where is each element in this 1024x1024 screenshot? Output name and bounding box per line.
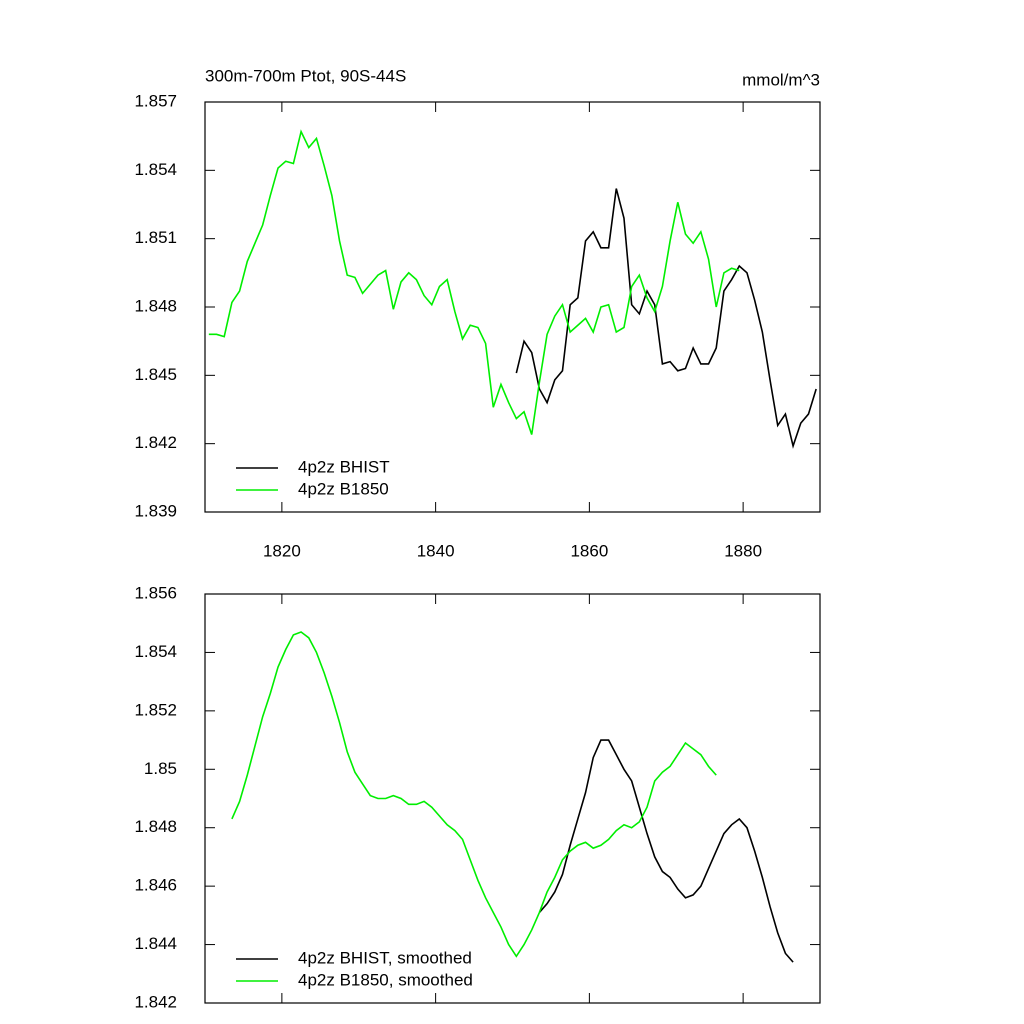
- y-tick-label: 1.85: [144, 759, 177, 778]
- series-line: [231, 631, 717, 958]
- x-tick-label: 1820: [263, 541, 301, 560]
- y-tick-label: 1.856: [134, 583, 177, 602]
- y-tick-label: 1.846: [134, 876, 177, 895]
- x-tick-label: 1860: [570, 541, 608, 560]
- series-line: [208, 129, 740, 435]
- legend-label: 4p2z BHIST: [298, 457, 390, 476]
- x-tick-label: 1840: [417, 541, 455, 560]
- y-tick-label: 1.848: [134, 817, 177, 836]
- title-right: mmol/m^3: [742, 70, 820, 89]
- y-tick-label: 1.845: [134, 365, 177, 384]
- series-line: [515, 188, 817, 449]
- legend-label: 4p2z B1850, smoothed: [298, 970, 473, 989]
- plot-frame: [204, 101, 821, 513]
- plot-frame: [204, 593, 821, 1004]
- y-tick-label: 1.852: [134, 700, 177, 719]
- title-left: 300m-700m Ptot, 90S-44S: [205, 66, 406, 85]
- y-tick-label: 1.842: [134, 433, 177, 452]
- y-tick-label: 1.857: [134, 91, 177, 110]
- series-line: [538, 739, 794, 963]
- y-tick-label: 1.851: [134, 228, 177, 247]
- y-tick-label: 1.854: [134, 160, 177, 179]
- x-tick-label: 1880: [724, 541, 762, 560]
- y-tick-label: 1.854: [134, 642, 177, 661]
- legend-label: 4p2z BHIST, smoothed: [298, 948, 472, 967]
- y-tick-label: 1.842: [134, 992, 177, 1011]
- y-tick-label: 1.848: [134, 296, 177, 315]
- legend-label: 4p2z B1850: [298, 479, 389, 498]
- y-tick-label: 1.844: [134, 934, 177, 953]
- y-tick-label: 1.839: [134, 501, 177, 520]
